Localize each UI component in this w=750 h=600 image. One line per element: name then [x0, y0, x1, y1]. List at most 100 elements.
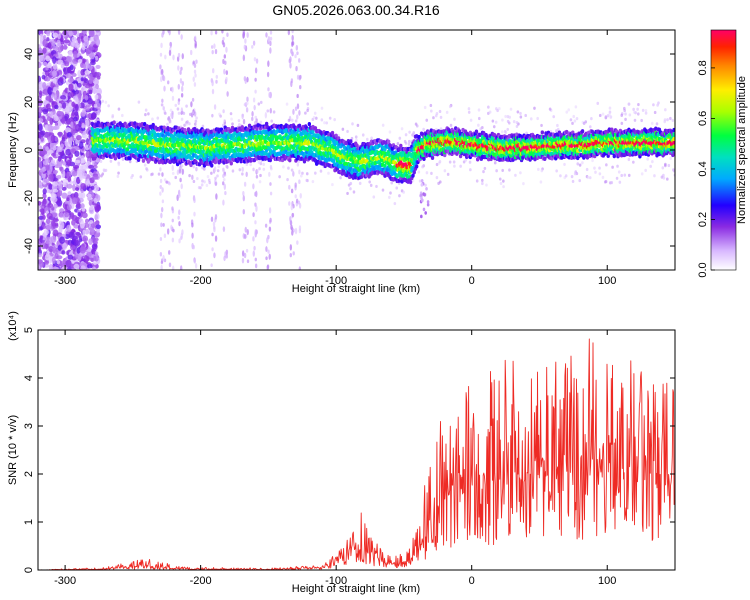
- spectrogram-noise-cell: [51, 40, 56, 47]
- spectrogram-noise-cell: [84, 39, 90, 47]
- spectrogram-noise-cell: [81, 212, 88, 219]
- spectrogram-streak-cell: [298, 225, 302, 231]
- spectrogram-faint-cell: [301, 171, 304, 175]
- spectrogram-faint-cell: [231, 122, 234, 126]
- spectrogram-noise-cell: [71, 197, 78, 205]
- spectrogram-noise-cell: [77, 212, 82, 217]
- spectrogram-faint-cell: [287, 166, 290, 170]
- spectrogram-noise-cell: [61, 136, 66, 142]
- spectrogram-streak-cell: [171, 95, 175, 101]
- spectrogram-faint-cell: [412, 131, 416, 135]
- spectrogram-streak-cell: [264, 223, 268, 228]
- spectrogram-faint-cell: [608, 106, 612, 110]
- spectrogram-ridge-cell: [383, 147, 387, 152]
- spectrogram-noise-cell: [51, 107, 55, 112]
- spectrogram-noise-cell: [72, 30, 77, 34]
- spectrogram-faint-cell: [585, 167, 589, 172]
- spectrogram-faint-cell: [495, 107, 498, 111]
- spectrogram-faint-cell: [144, 113, 147, 117]
- spectrogram-noise-cell: [64, 211, 70, 218]
- spectrogram-noise-cell: [66, 224, 72, 233]
- spectrogram-noise-cell: [77, 83, 82, 88]
- spectrogram-noise-cell: [58, 133, 62, 138]
- spectrogram-noise-cell: [63, 39, 70, 44]
- spectrogram-streak-cell: [296, 240, 299, 245]
- spectrogram-noise-cell: [38, 99, 43, 107]
- spectrogram-noise-cell: [68, 231, 75, 239]
- spectrogram-faint-cell: [315, 116, 318, 120]
- spectrogram-streak-cell: [178, 193, 181, 198]
- spectrogram-streak-cell: [254, 77, 257, 82]
- spectrogram-faint-cell: [581, 161, 584, 165]
- spectrogram-faint-cell: [594, 170, 597, 174]
- spectrogram-faint-cell: [243, 103, 247, 107]
- spectrogram-noise-cell: [45, 146, 49, 152]
- spectrogram-noise-cell: [96, 103, 101, 111]
- spectrogram-faint-cell: [503, 129, 507, 134]
- spectrogram-faint-cell: [646, 157, 649, 161]
- spectrogram-streak-cell: [287, 30, 291, 36]
- spectrogram-faint-cell: [196, 176, 199, 181]
- spectrogram-noise-cell: [78, 141, 84, 150]
- spectrogram-ridge-cell: [101, 145, 105, 150]
- spectrogram-streak-cell: [192, 76, 195, 82]
- spectrogram-faint-cell: [576, 162, 580, 166]
- spectrogram-faint-cell: [609, 115, 613, 119]
- spectrogram-faint-cell: [598, 166, 601, 170]
- spectrogram-faint-cell: [278, 175, 281, 179]
- spectrogram-noise-cell: [72, 95, 78, 101]
- spectrogram-faint-cell: [563, 162, 566, 167]
- spectrogram-faint-cell: [469, 118, 473, 122]
- spectrogram-noise-cell: [71, 215, 78, 221]
- spectrogram-noise-cell: [64, 127, 71, 133]
- spectrogram-streak-cell: [246, 96, 249, 102]
- spectrogram-noise-cell: [38, 90, 43, 98]
- spectrogram-faint-cell: [217, 165, 221, 169]
- spectrogram-noise-cell: [95, 83, 99, 90]
- spectrogram-noise-cell: [54, 104, 59, 110]
- spectrogram-faint-cell: [429, 103, 433, 108]
- spectrogram-faint-cell: [177, 111, 181, 115]
- spectrogram-noise-cell: [73, 83, 78, 91]
- spectrogram-streak-cell: [243, 181, 247, 187]
- spectrogram-noise-cell: [93, 103, 98, 108]
- spectrogram-streak-cell: [291, 30, 294, 34]
- spectrogram-noise-cell: [88, 65, 93, 71]
- spectrogram-noise-cell: [39, 169, 45, 173]
- spectrogram-faint-cell: [615, 176, 619, 180]
- spectrogram-faint-cell: [578, 163, 582, 167]
- spectrogram-faint-cell: [640, 118, 643, 123]
- spectrogram-faint-cell: [238, 123, 241, 127]
- spectrogram-streak-cell: [289, 62, 292, 69]
- spectrogram-streak-cell: [298, 75, 302, 81]
- spectrogram-streak-cell: [191, 97, 195, 102]
- spectrogram-faint-cell: [537, 167, 540, 171]
- spectrogram-faint-cell: [655, 122, 659, 126]
- spectrogram-noise-cell: [38, 61, 42, 69]
- spectrogram-noise-cell: [39, 235, 44, 240]
- spectrogram-faint-cell: [593, 166, 596, 170]
- spectrogram-faint-cell: [572, 114, 576, 119]
- spectrogram-faint-cell: [569, 118, 573, 122]
- spectrogram-faint-cell: [624, 117, 627, 121]
- spectrogram-noise-cell: [66, 131, 72, 138]
- spectrogram-faint-cell: [481, 181, 484, 186]
- spectrogram-streak-cell: [290, 224, 293, 230]
- spectrogram-noise-cell: [56, 259, 60, 265]
- spectrogram-faint-cell: [666, 177, 669, 181]
- spectrogram-noise-cell: [65, 73, 72, 79]
- spectrogram-streak-cell: [289, 244, 293, 251]
- spectrogram-noise-cell: [72, 50, 78, 59]
- spectrogram-faint-cell: [627, 173, 631, 177]
- spectrogram-streak-cell: [223, 68, 226, 75]
- spectrogram-noise-cell: [79, 220, 85, 229]
- spectrogram-streak-cell: [266, 237, 269, 244]
- spectrogram-faint-cell: [430, 171, 433, 175]
- spectrogram-faint-cell: [164, 111, 167, 115]
- spectrogram-faint-cell: [508, 115, 511, 119]
- spectrogram-faint-cell: [617, 170, 621, 174]
- spectrogram-streak-cell: [170, 112, 173, 118]
- spectrogram-noise-cell: [51, 196, 58, 203]
- spectrogram-faint-cell: [290, 168, 294, 172]
- spectrogram-faint-cell: [494, 120, 498, 124]
